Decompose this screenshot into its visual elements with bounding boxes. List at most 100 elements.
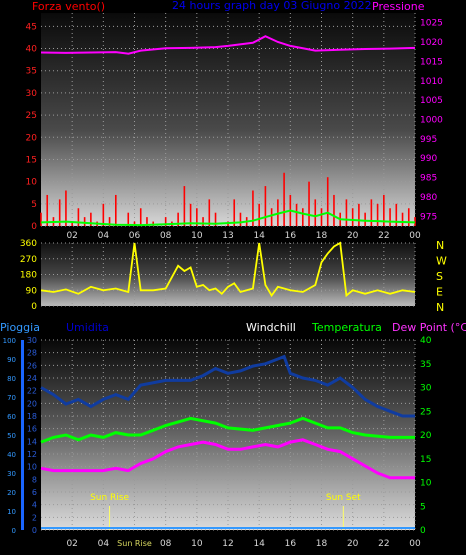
legend-3: Pioggia Umidita Windchill Temperatura Dew Po…: [0, 321, 466, 334]
left-tick-label: 20: [26, 133, 38, 143]
left-axis-label: Forza vento(): [32, 0, 105, 13]
x-tick-label: 10: [191, 231, 203, 241]
umidita-tick-label: 2: [32, 513, 37, 522]
right-tick-label: 1025: [420, 19, 443, 29]
pioggia-tick-label: 0: [12, 527, 16, 535]
left-tick-label: 0: [31, 302, 37, 312]
legend-label: Temperatura: [311, 321, 382, 334]
right-tick-label: 25: [420, 407, 431, 417]
tick-labels-3: 0510152025303540024681012141618202224262…: [3, 336, 432, 549]
compass-label: N: [436, 239, 444, 252]
x-tick-label: 02: [66, 539, 77, 549]
x-tick-label: 08: [160, 231, 172, 241]
x-tick-label: 12: [222, 539, 233, 549]
umidita-tick-label: 26: [27, 361, 37, 370]
series-line: [40, 209, 416, 227]
left-tick-label: 0: [31, 222, 37, 232]
x-tick-label: 22: [378, 231, 389, 241]
compass-label: W: [436, 255, 447, 268]
umidita-tick-label: 10: [27, 463, 37, 472]
x-tick-label: 20: [347, 231, 359, 241]
umidita-tick-label: 0: [32, 526, 37, 535]
right-tick-label: 20: [420, 431, 432, 441]
x-tick-label: 22: [378, 539, 389, 549]
chart-title: 24 hours graph day 03 Giugno 2022: [172, 0, 372, 12]
x-tick-label: 00: [409, 231, 421, 241]
tick-labels-2: 0 90 180 270 360: [20, 239, 37, 312]
series-lines-3: [40, 354, 415, 529]
umidita-tick-label: 18: [27, 412, 37, 421]
series-line: [40, 416, 415, 444]
right-tick-label: 15: [420, 455, 431, 465]
umidita-tick-label: 14: [27, 437, 37, 446]
umidita-tick-label: 30: [27, 336, 37, 345]
right-tick-label: 1010: [420, 77, 443, 87]
right-tick-label: 40: [420, 336, 432, 346]
x-tick-label: 04: [98, 539, 110, 549]
x-tick-label: 00: [409, 539, 421, 549]
grid-2: [41, 242, 416, 307]
umidita-tick-label: 20: [27, 399, 37, 408]
x-tick-label: 14: [253, 231, 265, 241]
umidita-tick-label: 6: [32, 488, 37, 497]
pioggia-tick-label: 80: [7, 375, 16, 383]
compass-label: E: [436, 286, 443, 299]
x-tick-label: 18: [316, 231, 328, 241]
x-tick-label: 20: [347, 539, 359, 549]
umidita-tick-label: 8: [32, 475, 37, 484]
plot-area-3: [41, 340, 415, 530]
series-line: [40, 354, 415, 418]
series-line: [40, 35, 416, 55]
series-lines-2: [40, 241, 416, 298]
pioggia-tick-label: 100: [3, 337, 16, 345]
x-tick-label: 08: [160, 539, 172, 549]
left-tick-label: 270: [20, 255, 37, 265]
left-tick-label: 25: [26, 111, 37, 121]
left-tick-label: 180: [20, 271, 37, 281]
umidita-tick-label: 22: [27, 387, 37, 396]
right-tick-label: 1015: [420, 57, 443, 67]
left-tick-label: 5: [31, 200, 37, 210]
x-tick-label: 02: [66, 231, 77, 241]
left-tick-label: 15: [26, 155, 37, 165]
left-tick-label: 360: [20, 239, 37, 249]
pioggia-tick-label: 10: [7, 508, 16, 516]
legend-label: Pioggia: [0, 321, 40, 334]
umidita-tick-label: 28: [27, 349, 37, 358]
legend-label: Umidita: [66, 321, 109, 334]
pioggia-tick-label: 20: [7, 489, 16, 497]
pioggia-tick-label: 70: [7, 394, 16, 402]
pioggia-tick-label: 60: [7, 413, 16, 421]
series-lines-1: [40, 35, 416, 227]
x-tick-label: 10: [191, 539, 203, 549]
x-tick-label: 16: [285, 539, 297, 549]
right-tick-label: 0: [420, 526, 426, 536]
legend-label: Windchill: [246, 321, 296, 334]
sun-label: Sun Set: [326, 493, 361, 503]
sun-label: Sun Rise: [90, 493, 129, 503]
x-tick-label: 14: [253, 539, 265, 549]
right-tick-label: 5: [420, 502, 426, 512]
legend-label: Dew Point (°C): [392, 321, 466, 334]
left-tick-label: 40: [26, 45, 38, 55]
x-tick-label: 04: [98, 231, 110, 241]
left-tick-label: 30: [26, 89, 38, 99]
left-tick-label: 35: [26, 67, 37, 77]
left-tick-label: 90: [26, 286, 38, 296]
right-tick-label: 995: [420, 135, 437, 145]
x-tick-label: 18: [316, 539, 328, 549]
right-tick-label: 30: [420, 384, 432, 394]
right-axis-label: Pressione: [372, 0, 425, 13]
wind-pressure-panel: 0510152025303540459759809859909951000100…: [26, 0, 444, 241]
right-tick-label: 1020: [420, 38, 443, 48]
umidita-tick-label: 24: [27, 374, 37, 383]
compass-label: S: [436, 270, 443, 283]
right-tick-label: 1000: [420, 116, 443, 126]
pioggia-tick-label: 90: [7, 356, 16, 364]
series-line: [40, 241, 416, 298]
right-tick-label: 980: [420, 193, 437, 203]
right-tick-label: 35: [420, 360, 431, 370]
right-tick-label: 10: [420, 479, 432, 489]
